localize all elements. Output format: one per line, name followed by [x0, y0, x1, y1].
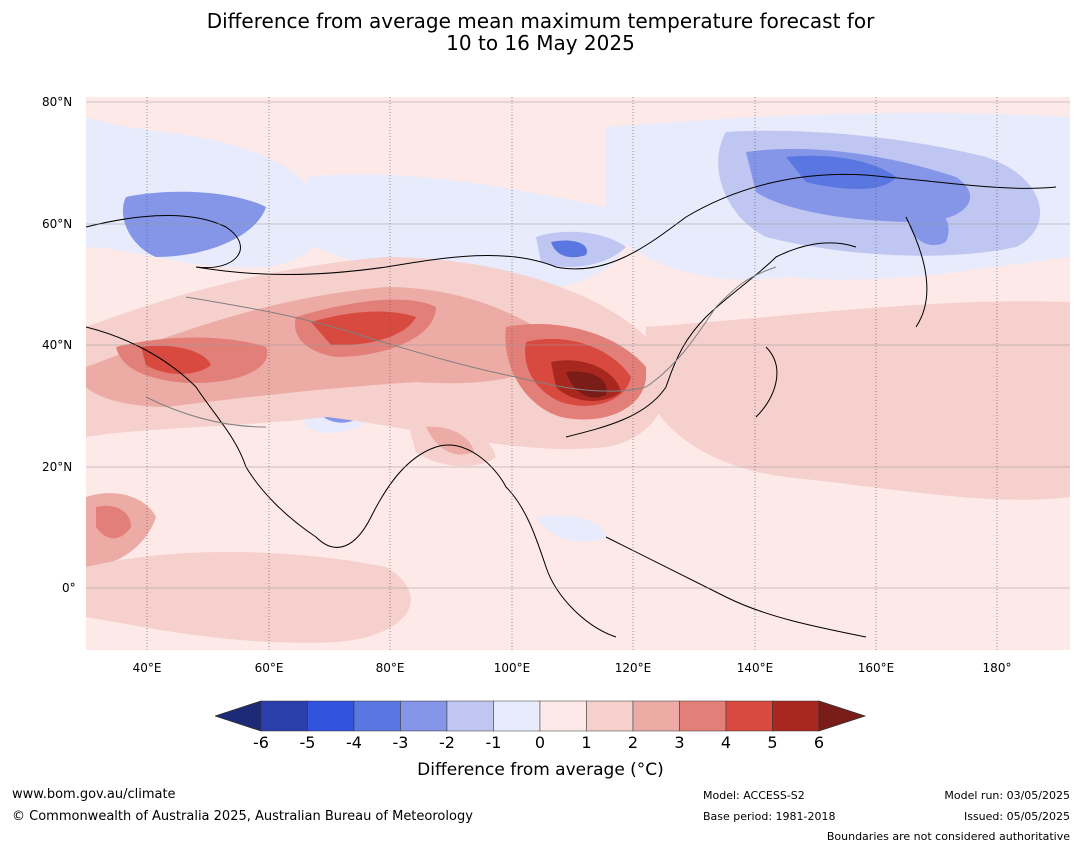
colorbar-swatch — [493, 700, 541, 732]
map-title: Difference from average mean maximum tem… — [0, 10, 1081, 54]
lat-label-60n: 60°N — [42, 217, 73, 231]
lon-label-140e: 140°E — [736, 661, 774, 675]
lon-label-100e: 100°E — [493, 661, 531, 675]
colorbar-tick-label: -5 — [299, 733, 316, 752]
lon-label-180: 180° — [982, 661, 1012, 675]
colorbar-tick-label: 4 — [720, 733, 732, 752]
colorbar-swatch — [725, 700, 773, 732]
copyright-text: © Commonwealth of Australia 2025, Austra… — [12, 809, 473, 824]
colorbar-extend-high — [818, 700, 867, 732]
lon-label-160e: 160°E — [857, 661, 895, 675]
issued-text: Issued: 05/05/2025 — [963, 810, 1070, 823]
lon-label-120e: 120°E — [614, 661, 652, 675]
colorbar-swatch — [260, 700, 308, 732]
colorbar-tick-label: -3 — [392, 733, 409, 752]
colorbar-swatch — [679, 700, 727, 732]
colorbar — [215, 700, 867, 732]
lat-label-40n: 40°N — [42, 338, 73, 352]
lon-label-80e: 80°E — [375, 661, 405, 675]
colorbar-tick-label: -1 — [485, 733, 502, 752]
colorbar-tick-label: 6 — [813, 733, 825, 752]
lon-label-40e: 40°E — [132, 661, 162, 675]
colorbar-swatch — [446, 700, 494, 732]
forecast-map — [86, 97, 1070, 650]
colorbar-swatch — [307, 700, 355, 732]
colorbar-swatch — [772, 700, 820, 732]
colorbar-label: Difference from average (°C) — [417, 760, 664, 780]
lat-label-80n: 80°N — [42, 95, 73, 109]
colorbar-extend-low — [215, 700, 262, 732]
colorbar-swatch — [632, 700, 680, 732]
disclaimer-text: Boundaries are not considered authoritat… — [826, 830, 1070, 843]
colorbar-tick-label: 3 — [674, 733, 685, 752]
colorbar-swatch — [400, 700, 448, 732]
model-text: Model: ACCESS-S2 — [703, 789, 805, 802]
colorbar-tick-label: 2 — [627, 733, 639, 752]
lon-label-60e: 60°E — [254, 661, 284, 675]
colorbar-tick-label: 0 — [534, 733, 546, 752]
graticule — [86, 97, 1070, 650]
colorbar-tick-label: -4 — [346, 733, 362, 752]
title-line-1: Difference from average mean maximum tem… — [206, 9, 875, 33]
colorbar-swatch — [539, 700, 587, 732]
coastlines — [86, 173, 1057, 638]
colorbar-swatch — [353, 700, 401, 732]
colorbar-tick-label: -2 — [439, 733, 455, 752]
colorbar-tick-label: 5 — [767, 733, 778, 752]
colorbar-swatch — [586, 700, 634, 732]
colorbar-tick-label: 1 — [581, 733, 592, 752]
title-line-2: 10 to 16 May 2025 — [446, 31, 635, 55]
base-period-text: Base period: 1981-2018 — [703, 810, 836, 823]
lat-label-20n: 20°N — [42, 460, 73, 474]
website-text: www.bom.gov.au/climate — [12, 787, 176, 802]
lat-label-0: 0° — [62, 581, 76, 595]
warm-anomaly-layer — [86, 257, 1070, 643]
model-run-text: Model run: 03/05/2025 — [944, 789, 1070, 802]
colorbar-tick-label: -6 — [253, 733, 269, 752]
